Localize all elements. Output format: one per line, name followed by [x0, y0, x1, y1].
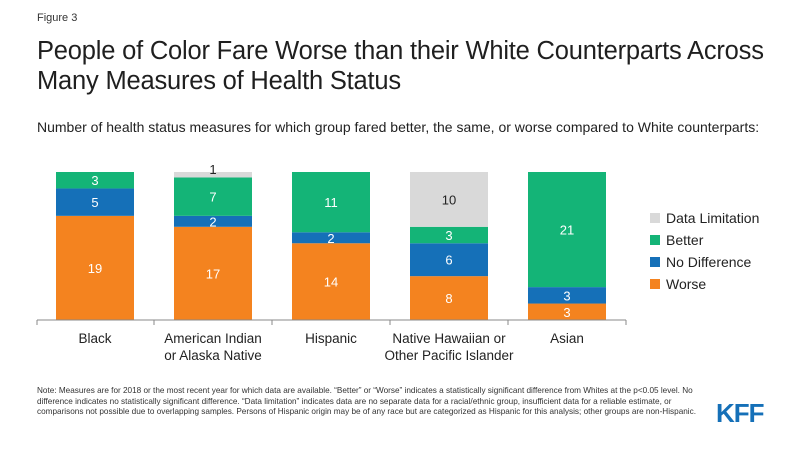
data-label-no-difference: 2	[209, 214, 216, 229]
data-label-worse: 8	[445, 291, 452, 306]
data-label-worse: 14	[324, 275, 338, 290]
kff-logo: KFF	[716, 398, 765, 428]
data-label-worse: 19	[88, 261, 102, 276]
legend-swatch-no-difference	[650, 257, 660, 267]
legend-label-worse: Worse	[666, 276, 706, 292]
legend-swatch-data-limitation	[650, 213, 660, 223]
bar-segment-better	[528, 172, 606, 288]
bar-segment-no-difference	[528, 287, 606, 304]
x-tick-label: Hispanic	[305, 331, 357, 346]
x-axis: Black American Indian or Alaska Native Hisp…	[36, 319, 627, 363]
bar-segment-worse	[292, 243, 370, 320]
footnote: Note: Measures are for 2018 or the most …	[37, 386, 696, 417]
legend-label-no-difference: No Difference	[666, 254, 752, 270]
x-tick-label: Native Hawaiian or Other Pacific Islander	[384, 331, 514, 363]
data-label-worse: 17	[206, 266, 220, 281]
data-label-no-difference: 5	[91, 195, 98, 210]
bar-segment-better	[410, 226, 488, 244]
data-label-no-difference: 2	[327, 231, 334, 246]
data-label-no-difference: 3	[563, 288, 570, 303]
data-label-data-limitation: 10	[442, 192, 456, 207]
data-label-better: 3	[445, 228, 452, 243]
chart-title: People of Color Fare Worse than their Wh…	[37, 37, 764, 95]
data-label-data-limitation: 1	[209, 162, 216, 177]
bar-segment-data-limitation	[410, 172, 488, 227]
x-tick-label: Black	[78, 331, 111, 346]
bar-segment-better	[56, 172, 134, 189]
bar-segment-worse	[528, 303, 606, 320]
legend: Data Limitation Better No Difference Worse	[650, 210, 759, 292]
bars-group: 19 5 3 17 2 7 1 14 2 11 8 6 3 10 3 3 21	[56, 162, 606, 320]
data-label-better: 21	[560, 223, 574, 238]
bar-segment-no-difference	[292, 232, 370, 244]
legend-label-better: Better	[666, 232, 704, 248]
figure-label: Figure 3	[37, 12, 78, 24]
data-label-better: 7	[209, 190, 216, 205]
bar-segment-worse	[174, 226, 252, 320]
bar-segment-worse	[56, 215, 134, 320]
data-label-better: 3	[91, 173, 98, 188]
legend-swatch-better	[650, 235, 660, 245]
bar-segment-better	[174, 177, 252, 216]
bar-segment-data-limitation	[174, 172, 252, 178]
x-tick-label: Asian	[550, 331, 584, 346]
data-label-better: 11	[324, 195, 338, 210]
chart-subtitle: Number of health status measures for whi…	[37, 119, 760, 135]
bar-segment-better	[292, 172, 370, 233]
x-tick-label: American Indian or Alaska Native	[164, 331, 262, 363]
bar-segment-worse	[410, 276, 488, 320]
bar-segment-no-difference	[56, 188, 134, 216]
bar-segment-no-difference	[410, 243, 488, 277]
data-label-no-difference: 6	[445, 253, 452, 268]
bar-segment-no-difference	[174, 215, 252, 227]
data-label-worse: 3	[563, 305, 570, 320]
legend-label-data-limitation: Data Limitation	[666, 210, 759, 226]
legend-swatch-worse	[650, 279, 660, 289]
